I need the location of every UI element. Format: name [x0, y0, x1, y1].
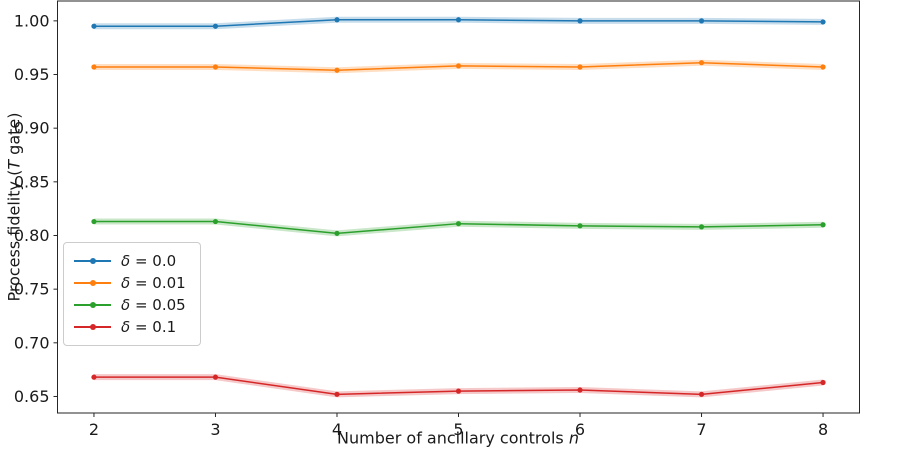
y-tick-label: 0.85	[14, 172, 50, 191]
data-point-3-3	[212, 374, 219, 380]
legend-marker-dot	[89, 258, 96, 264]
data-point-3-4	[334, 391, 340, 397]
legend-label-value: = 0.01	[130, 274, 186, 292]
legend-marker-dot	[89, 324, 96, 330]
data-point-3-2	[91, 374, 97, 380]
legend-item-2: δ = 0.05	[74, 294, 186, 316]
legend-marker-dot	[89, 280, 96, 286]
data-point-1-5	[455, 63, 462, 69]
data-point-0-5	[455, 17, 462, 23]
y-axis-label-italic-t: T	[4, 159, 24, 170]
y-tick-label: 0.95	[14, 65, 50, 84]
legend-line-sample	[74, 302, 111, 308]
legend-label-value: = 0.1	[130, 318, 177, 336]
legend-label-value: = 0.05	[130, 296, 186, 314]
data-point-0-3	[212, 23, 219, 29]
legend-line-sample	[74, 258, 111, 264]
x-tick-label: 2	[89, 420, 99, 439]
data-point-2-7	[698, 224, 705, 230]
data-point-1-4	[334, 67, 340, 73]
data-point-2-8	[820, 222, 826, 228]
x-tick-label: 7	[696, 420, 706, 439]
legend-item-0: δ = 0.0	[74, 250, 186, 272]
y-axis-label-post: gate)	[4, 112, 24, 160]
x-tick-label: 5	[453, 420, 463, 439]
x-tick-label: 8	[818, 420, 828, 439]
legend-delta-symbol: δ	[121, 252, 131, 270]
y-tick-label: 0.75	[14, 280, 50, 299]
legend-marker-dot	[89, 302, 96, 308]
data-point-3-7	[698, 391, 705, 397]
data-point-1-8	[820, 64, 826, 70]
plot-border	[57, 0, 860, 414]
data-point-0-4	[334, 17, 340, 23]
legend-delta-symbol: δ	[121, 296, 131, 314]
legend-label-value: = 0.0	[130, 252, 177, 270]
x-tick-label: 4	[332, 420, 342, 439]
legend-label: δ = 0.05	[121, 296, 186, 314]
legend-item-3: δ = 0.1	[74, 316, 186, 338]
x-axis-label: Number of ancillary controls n	[337, 429, 579, 448]
data-point-0-6	[577, 18, 583, 24]
x-axis-label-text: Number of ancillary controls	[337, 428, 569, 448]
data-point-0-8	[820, 19, 826, 25]
legend-label: δ = 0.01	[121, 274, 186, 292]
data-point-3-6	[577, 387, 583, 393]
data-point-0-7	[698, 18, 705, 24]
legend-line-sample	[74, 280, 111, 286]
legend-line-sample	[74, 324, 111, 330]
data-point-2-4	[334, 230, 340, 236]
data-point-3-8	[820, 379, 826, 386]
series-band-0	[93, 16, 824, 30]
data-point-2-2	[91, 218, 97, 225]
data-point-1-7	[698, 60, 705, 66]
y-axis-label-pre: Process fidelity (	[4, 169, 24, 302]
legend-delta-symbol: δ	[121, 318, 131, 336]
legend-label: δ = 0.1	[121, 318, 176, 336]
y-tick-label: 0.65	[14, 387, 50, 406]
x-tick-label: 6	[575, 420, 585, 439]
data-point-2-6	[577, 223, 583, 229]
legend-label: δ = 0.0	[121, 252, 176, 270]
data-point-2-3	[212, 218, 219, 225]
legend-item-1: δ = 0.01	[74, 272, 186, 294]
y-tick-label: 1.00	[14, 11, 50, 30]
data-point-0-2	[91, 23, 97, 29]
data-point-1-2	[91, 64, 97, 70]
data-point-3-5	[455, 388, 462, 394]
y-tick-label: 0.90	[14, 119, 50, 138]
x-axis-label-italic-n: n	[568, 428, 579, 448]
y-axis-label: Process fidelity (T gate)	[5, 112, 24, 301]
data-point-1-3	[212, 64, 219, 70]
data-point-2-5	[455, 221, 462, 227]
x-tick-label: 3	[210, 420, 220, 439]
y-tick-label: 0.70	[14, 333, 50, 352]
data-point-1-6	[577, 64, 583, 70]
y-tick-label: 0.80	[14, 226, 50, 245]
legend: δ = 0.0 δ = 0.01 δ = 0.05 δ = 0.1	[63, 242, 201, 346]
legend-delta-symbol: δ	[121, 274, 131, 292]
